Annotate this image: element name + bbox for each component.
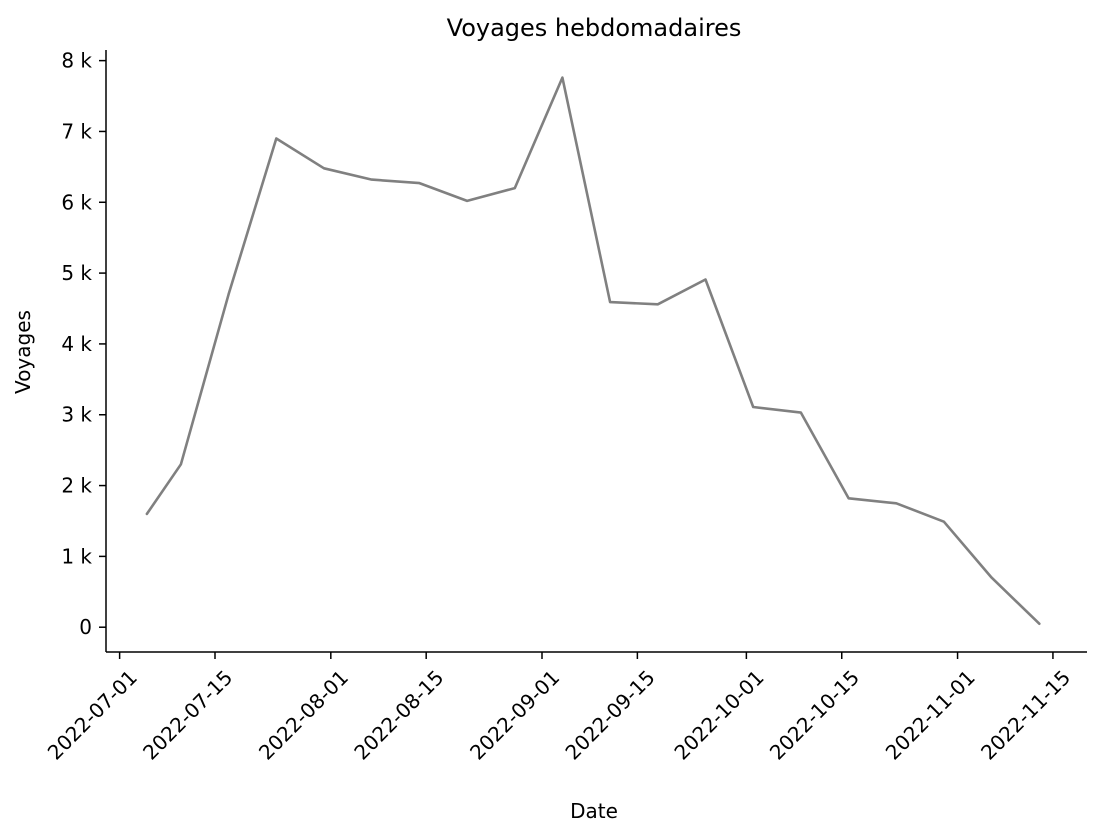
- y-tick-label: 3 k: [61, 403, 92, 427]
- x-tick-label: 2022-10-15: [765, 665, 864, 764]
- x-tick-label: 2022-09-15: [561, 665, 660, 764]
- x-tick-label: 2022-08-01: [254, 665, 353, 764]
- y-tick-label: 5 k: [61, 261, 92, 285]
- y-tick-label: 6 k: [61, 190, 92, 214]
- x-tick-label: 2022-11-15: [976, 665, 1075, 764]
- y-tick-label: 8 k: [61, 49, 92, 73]
- x-tick-label: 2022-09-01: [465, 665, 564, 764]
- y-tick-label: 7 k: [61, 119, 92, 143]
- x-tick-label: 2022-08-15: [349, 665, 448, 764]
- y-tick-label: 1 k: [61, 544, 92, 568]
- x-tick-label: 2022-10-01: [670, 665, 769, 764]
- y-axis-ticks: 0 1 k 2 k 3 k 4 k 5 k 6 k 7 k 8 k: [61, 49, 106, 639]
- y-tick-label: 2 k: [61, 474, 92, 498]
- x-tick-label: 2022-11-01: [881, 665, 980, 764]
- x-tick-label: 2022-07-01: [43, 665, 142, 764]
- chart-title: Voyages hebdomadaires: [447, 14, 742, 42]
- series-line: [145, 76, 1041, 625]
- y-tick-label: 4 k: [61, 332, 92, 356]
- y-axis-label: Voyages: [11, 310, 35, 394]
- x-tick-label: 2022-07-15: [138, 665, 237, 764]
- x-axis-label: Date: [570, 799, 618, 823]
- y-tick-label: 0: [79, 615, 92, 639]
- plot-area: 01 k2 k3 k4 k5 k6 k7 k8 k 2022-07-012022…: [43, 49, 1087, 764]
